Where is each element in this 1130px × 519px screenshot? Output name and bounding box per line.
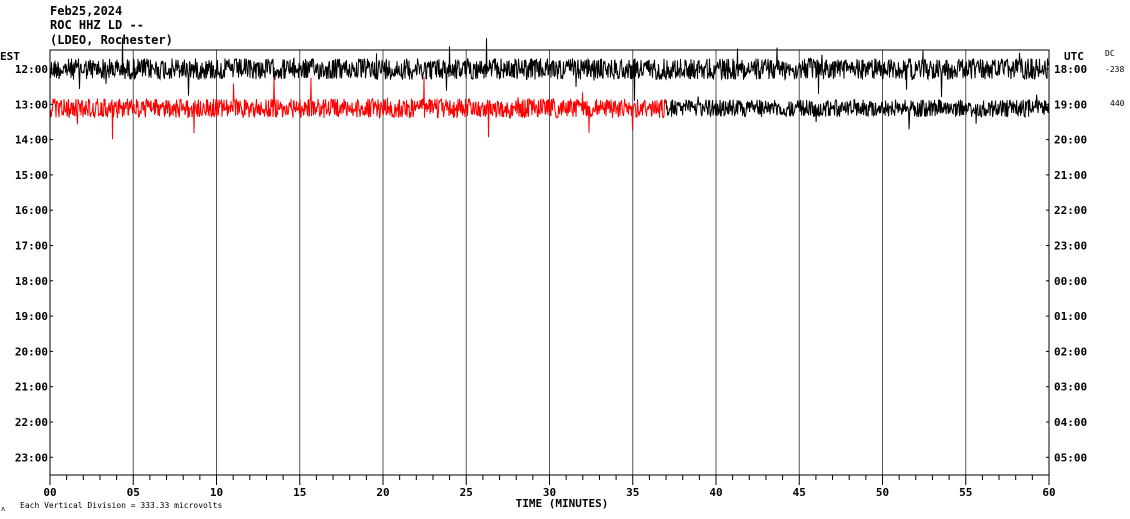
est-hour-label: 23:00 [15, 451, 48, 464]
dc-label: DC [1105, 49, 1115, 58]
x-tick-labels: 00 05 10 15 20 25 30 35 40 45 50 55 60 [43, 486, 1055, 499]
axis-ticks [49, 475, 1050, 485]
x-tick-label: 30 [543, 486, 556, 499]
x-axis-title: TIME (MINUTES) [516, 497, 609, 510]
est-hour-label: 21:00 [15, 381, 48, 394]
vertical-grid [132, 50, 967, 475]
utc-hour-label: 20:00 [1054, 134, 1087, 147]
utc-hour-label: 18:00 [1054, 63, 1087, 76]
utc-hour-label: 04:00 [1054, 416, 1087, 429]
x-tick-label: 10 [210, 486, 223, 499]
x-tick-label: 25 [460, 486, 473, 499]
est-hour-label: 14:00 [15, 134, 48, 147]
utc-hour-label: 03:00 [1054, 381, 1087, 394]
station-label: ROC HHZ LD -- [50, 18, 144, 32]
x-tick-label: 55 [959, 486, 972, 499]
utc-axis-label: UTC [1064, 50, 1084, 63]
x-tick-label: 50 [876, 486, 889, 499]
est-hour-labels: 12:00 13:00 14:00 15:00 16:00 17:00 18:00 19:00… [15, 63, 53, 464]
est-hour-label: 13:00 [15, 98, 48, 111]
utc-hour-label: 19:00 [1054, 98, 1087, 111]
est-hour-label: 20:00 [15, 345, 48, 358]
network-label: (LDEO, Rochester) [50, 33, 173, 47]
x-tick-label: 40 [709, 486, 722, 499]
utc-hour-label: 05:00 [1054, 451, 1087, 464]
x-tick-label: 45 [793, 486, 806, 499]
x-tick-label: 20 [376, 486, 389, 499]
est-hour-label: 15:00 [15, 169, 48, 182]
dc-value: 440 [1110, 99, 1125, 108]
scale-marker-icon: ᴧ [1, 505, 5, 513]
est-hour-label: 22:00 [15, 416, 48, 429]
seismic-trace [49, 76, 667, 140]
utc-hour-label: 02:00 [1054, 345, 1087, 358]
x-tick-label: 35 [626, 486, 639, 499]
x-tick-label: 15 [293, 486, 306, 499]
seismic-traces [49, 37, 1050, 140]
dc-value: -238 [1105, 65, 1124, 74]
x-tick-label: 60 [1042, 486, 1055, 499]
scale-note: Each Vertical Division = 333.33 microvol… [20, 501, 222, 510]
utc-hour-label: 23:00 [1054, 240, 1087, 253]
utc-hour-label: 22:00 [1054, 204, 1087, 217]
est-hour-label: 12:00 [15, 63, 48, 76]
x-tick-label: 00 [43, 486, 56, 499]
est-hour-label: 16:00 [15, 204, 48, 217]
est-hour-label: 18:00 [15, 275, 48, 288]
utc-hour-label: 00:00 [1054, 275, 1087, 288]
est-hour-label: 19:00 [15, 310, 48, 323]
utc-hour-label: 21:00 [1054, 169, 1087, 182]
plot-frame [49, 49, 1050, 476]
est-axis-label: EST [0, 50, 20, 63]
est-hour-label: 17:00 [15, 240, 48, 253]
seismic-trace [665, 94, 1050, 130]
date-title: Feb25,2024 [50, 4, 123, 18]
seismic-trace [49, 37, 1050, 101]
x-tick-label: 05 [127, 486, 140, 499]
utc-hour-label: 01:00 [1054, 310, 1087, 323]
utc-hour-labels: 18:00 19:00 20:00 21:00 22:00 23:00 00:00 01:00… [1046, 63, 1087, 464]
